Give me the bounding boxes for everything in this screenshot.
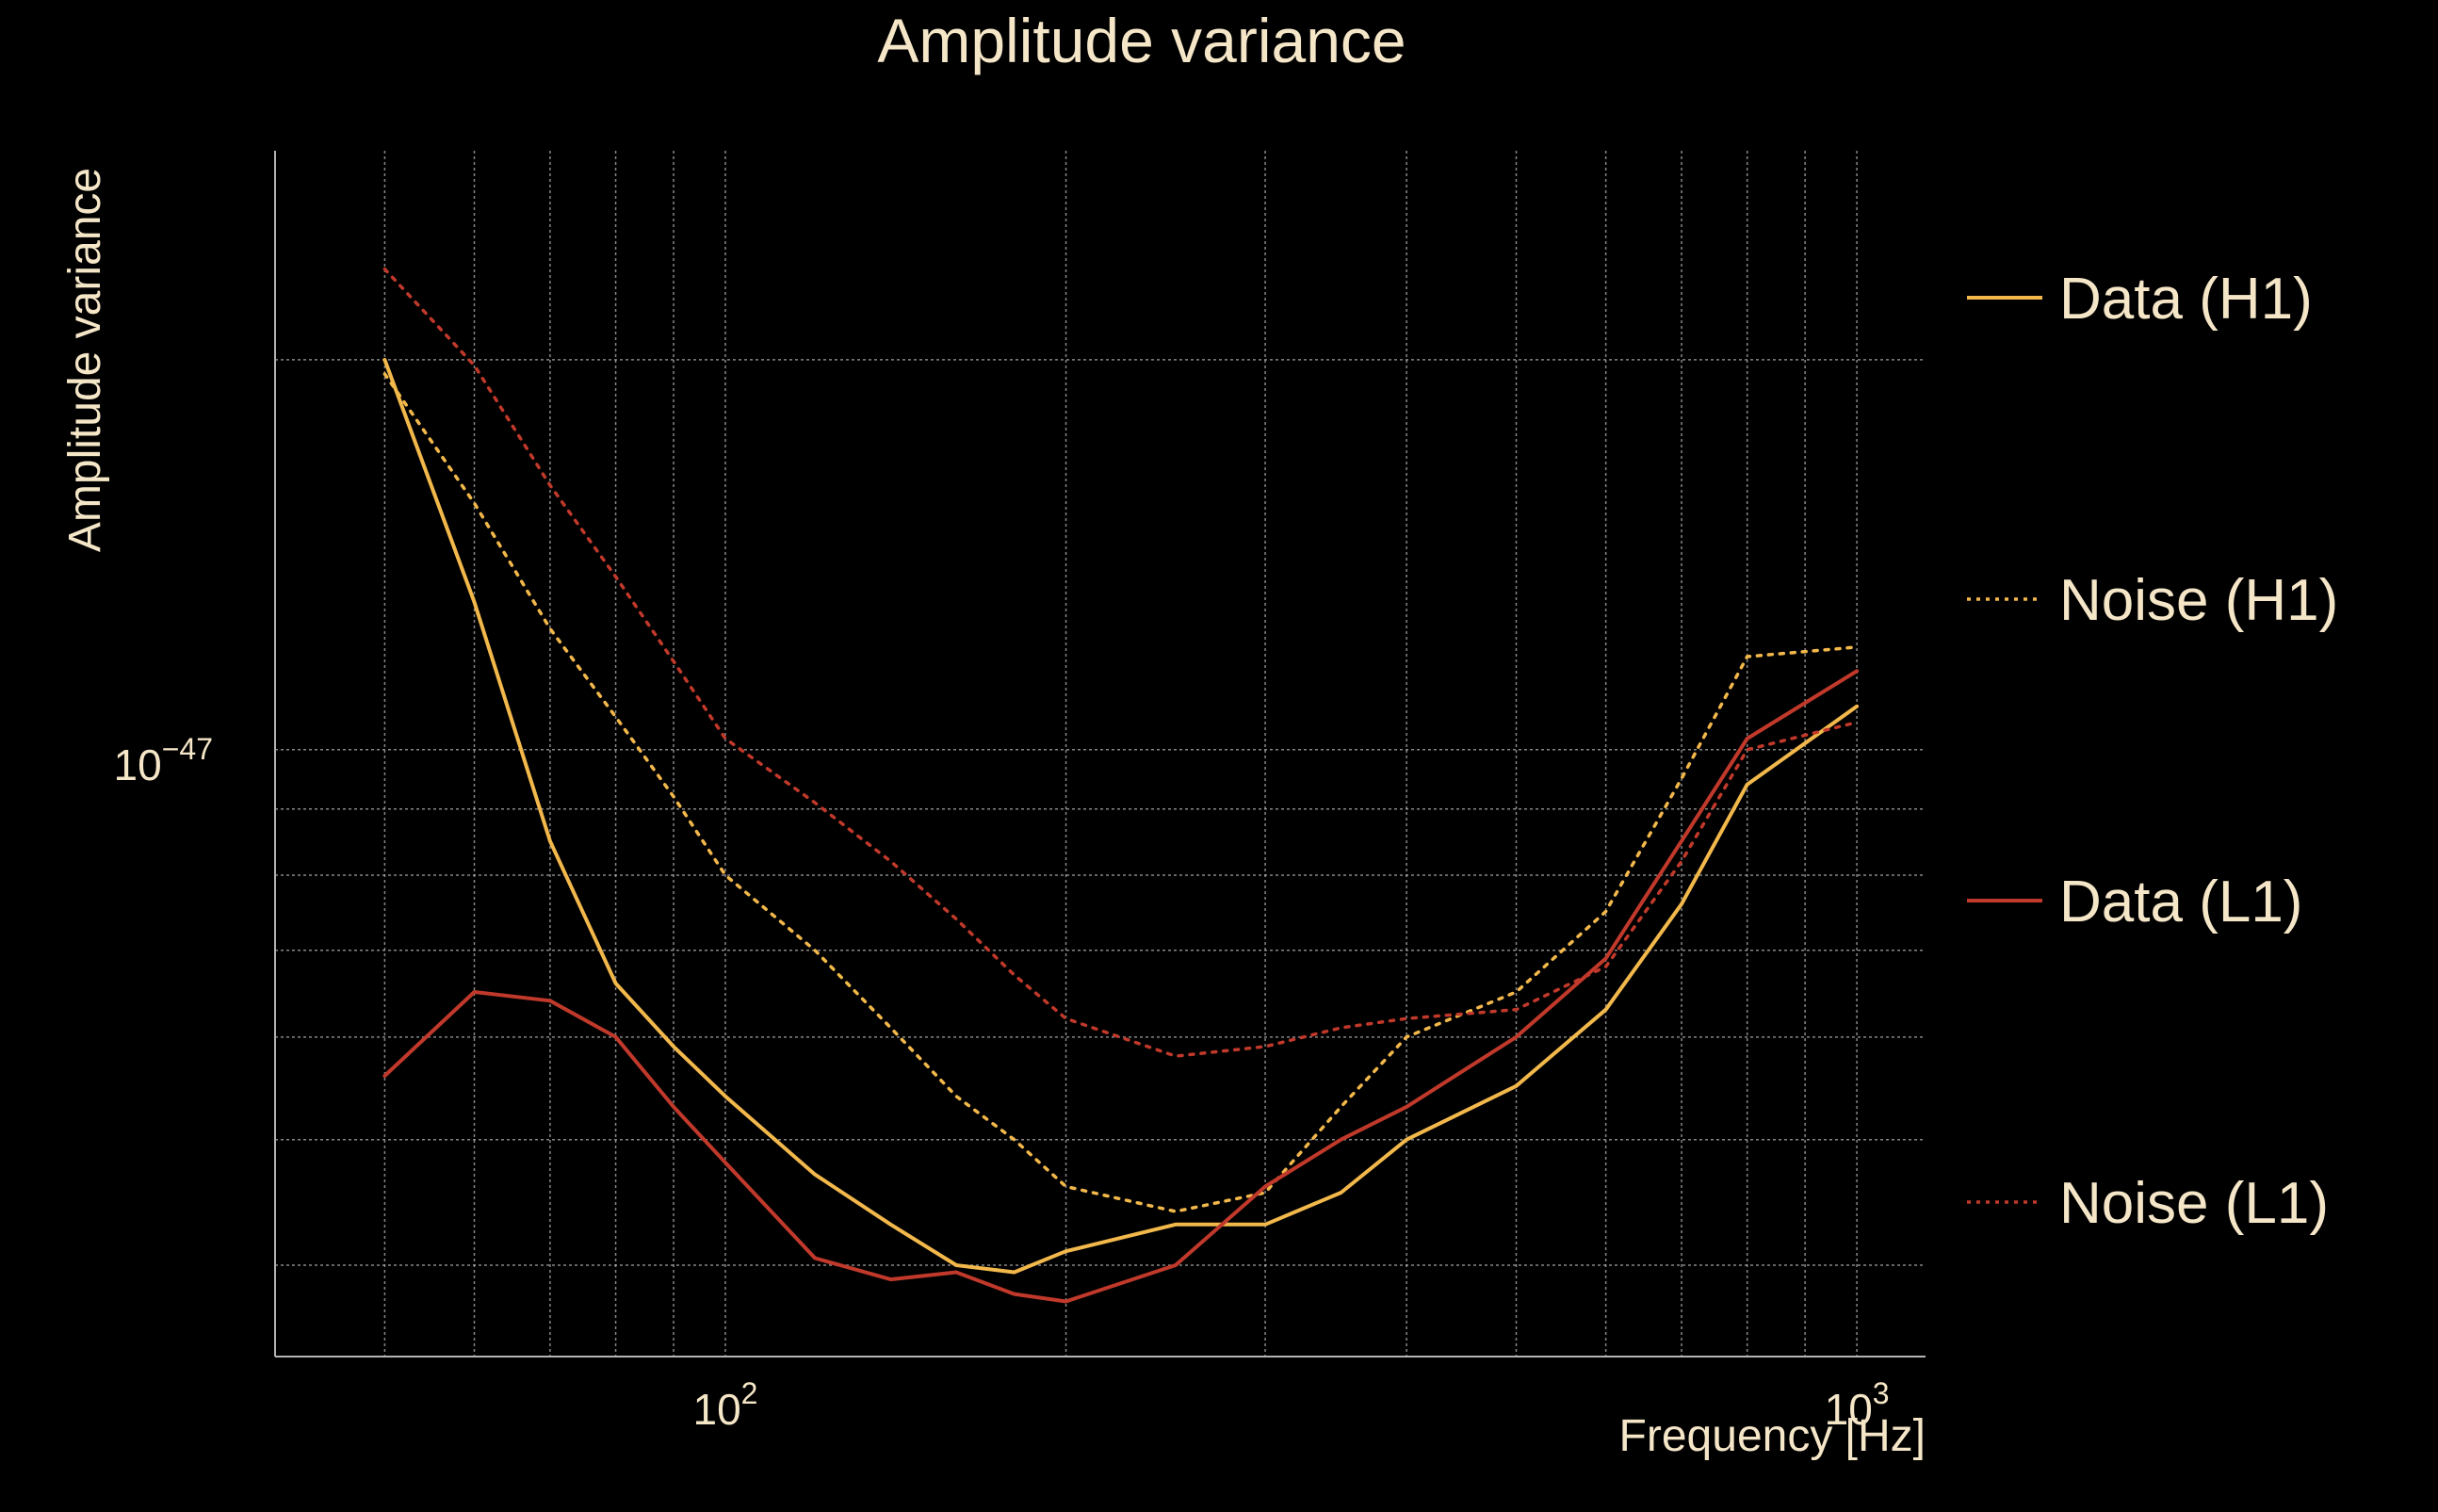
series-line-data-l1 [382,669,1860,1304]
legend-label: Data (H1) [2059,267,2313,332]
x-tick-label: 103 [1825,1376,1890,1434]
series-line-noise-h1 [382,372,1859,1213]
legend-label: Data (L1) [2059,870,2302,935]
axes-frame [274,151,1926,1358]
x-axis-label: Frequency [Hz] [1619,1411,1926,1461]
legend: Data (H1) Noise (H1) Data (L1) Noise (L1) [1967,267,2338,1236]
x-tick-exponent: 3 [1873,1376,1890,1410]
y-axis-label: Amplitude variance [60,168,110,552]
x-tick-label: 102 [692,1376,757,1434]
series-lines [382,267,1860,1304]
legend-label: Noise (L1) [2059,1171,2329,1236]
x-tick-exponent: 2 [741,1376,758,1410]
legend-label: Noise (H1) [2059,568,2338,633]
x-tick-base: 10 [1825,1385,1873,1434]
series-line-data-h1 [382,357,1860,1275]
y-tick-label: 10−47 [114,732,213,789]
y-tick-base: 10 [114,740,162,789]
chart-title: Amplitude variance [877,6,1406,75]
y-tick-exponent: −47 [162,732,213,766]
x-tick-base: 10 [692,1385,740,1434]
